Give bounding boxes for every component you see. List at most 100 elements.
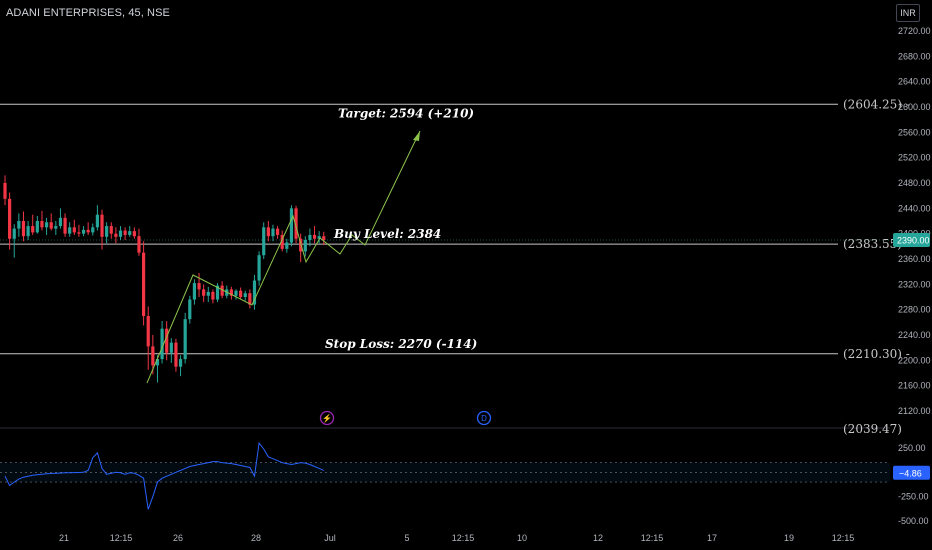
candle[interactable]: [239, 287, 243, 300]
candle-body: [294, 208, 298, 239]
candle[interactable]: [8, 192, 12, 250]
candle[interactable]: [188, 295, 192, 324]
annotation-buy-level[interactable]: Buy Level: 2384: [333, 227, 441, 241]
candle[interactable]: [3, 175, 7, 206]
currency-button[interactable]: INR: [896, 4, 920, 22]
candle[interactable]: [257, 251, 261, 286]
candle[interactable]: [100, 209, 104, 250]
candle[interactable]: [252, 274, 257, 310]
candle[interactable]: [294, 205, 298, 244]
candle[interactable]: [197, 272, 201, 297]
indicator-line[interactable]: [4, 441, 324, 510]
candle[interactable]: [146, 306, 150, 370]
candle[interactable]: [299, 233, 303, 263]
candle-body: [86, 229, 90, 233]
candle[interactable]: [271, 224, 275, 242]
candle[interactable]: [322, 231, 326, 246]
candle-body: [275, 228, 280, 235]
candle[interactable]: [155, 355, 160, 383]
candle[interactable]: [49, 213, 53, 231]
candle[interactable]: [229, 286, 233, 300]
candle[interactable]: [178, 355, 183, 377]
candle[interactable]: [312, 226, 317, 244]
candle[interactable]: [72, 219, 76, 235]
candle[interactable]: [248, 289, 252, 309]
candle[interactable]: [234, 289, 238, 300]
candle[interactable]: [40, 210, 44, 231]
candle[interactable]: [192, 279, 197, 305]
candle[interactable]: [262, 222, 266, 259]
candle[interactable]: [58, 208, 63, 229]
candle[interactable]: [77, 224, 81, 237]
candle[interactable]: [26, 221, 30, 240]
candle[interactable]: [285, 238, 289, 253]
candle-body: [197, 283, 201, 290]
candle-body: [128, 231, 132, 235]
candle[interactable]: [123, 227, 127, 240]
candle-body: [248, 293, 252, 305]
candle[interactable]: [174, 338, 178, 372]
candle[interactable]: [202, 284, 206, 303]
candle[interactable]: [17, 213, 21, 237]
price-tick-label: 2160.00: [898, 381, 931, 391]
candle[interactable]: [183, 312, 187, 364]
candle-body: [17, 221, 21, 229]
candle[interactable]: [160, 321, 164, 364]
indicator-tick-label: -250.00: [898, 492, 929, 502]
candle[interactable]: [68, 222, 72, 237]
candle[interactable]: [63, 213, 67, 237]
price-tick-label: 2320.00: [898, 279, 931, 289]
candle[interactable]: [289, 205, 294, 247]
candle[interactable]: [211, 289, 215, 304]
candle[interactable]: [243, 290, 247, 301]
earnings-event-icon[interactable]: ⚡: [319, 410, 335, 426]
candle[interactable]: [266, 221, 270, 242]
candle[interactable]: [114, 227, 118, 244]
candle[interactable]: [86, 222, 90, 235]
candle[interactable]: [206, 286, 210, 303]
dividend-event-icon[interactable]: D: [476, 410, 492, 426]
candle[interactable]: [118, 226, 123, 240]
price-tick-label: 2440.00: [898, 203, 931, 213]
candle[interactable]: [128, 226, 132, 237]
candle[interactable]: [44, 217, 49, 235]
annotation-target[interactable]: Target: 2594 (+210): [338, 106, 474, 120]
indicator-value-label: −4.86: [899, 468, 922, 478]
candle[interactable]: [91, 223, 95, 236]
candle[interactable]: [35, 215, 39, 234]
candle[interactable]: [303, 236, 307, 257]
annotation-stop-loss[interactable]: Stop Loss: 2270 (-114): [325, 337, 477, 351]
candle[interactable]: [317, 231, 321, 244]
candle[interactable]: [105, 222, 109, 244]
price-tick-label: 2720.00: [898, 26, 931, 36]
candle-body: [155, 359, 160, 366]
candle[interactable]: [275, 226, 280, 239]
candle[interactable]: [142, 241, 146, 326]
candle-body: [308, 234, 312, 240]
candle-body: [220, 285, 224, 296]
symbol-title: ADANI ENTERPRISES, 45, NSE: [6, 7, 170, 19]
candle[interactable]: [137, 228, 141, 256]
candle[interactable]: [308, 228, 312, 247]
candle[interactable]: [31, 214, 35, 235]
candle[interactable]: [280, 230, 284, 252]
candle[interactable]: [165, 321, 169, 361]
projection-line[interactable]: [146, 130, 421, 384]
event-symbol: D: [481, 414, 487, 423]
candle[interactable]: [132, 227, 136, 239]
candle[interactable]: [54, 221, 58, 235]
candle[interactable]: [169, 338, 173, 363]
candle[interactable]: [81, 226, 86, 237]
candle-body: [271, 228, 275, 237]
candle-body: [114, 233, 118, 237]
event-circle: [319, 410, 335, 426]
candle[interactable]: [12, 224, 16, 258]
candle[interactable]: [109, 222, 113, 239]
candle[interactable]: [21, 211, 26, 242]
candle[interactable]: [215, 283, 220, 303]
time-axis: 21 12:15 26 28 Jul 5 12:15 10 12 12:15 17 19 12:15: [59, 533, 854, 543]
candle-body: [165, 328, 169, 353]
candle[interactable]: [95, 205, 99, 231]
candle[interactable]: [151, 335, 155, 375]
